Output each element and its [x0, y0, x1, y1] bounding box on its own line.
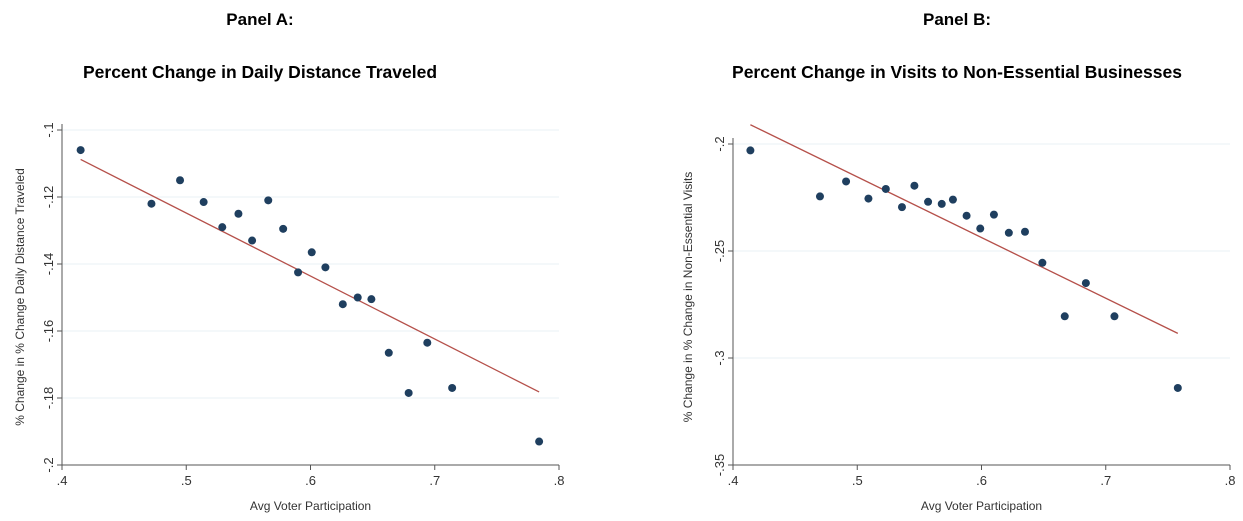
y-tick-label: -.12	[41, 186, 56, 208]
x-tick-label: .7	[1100, 473, 1111, 488]
scatter-point	[147, 199, 156, 208]
scatter-point	[1110, 312, 1119, 321]
scatter-point	[976, 224, 985, 233]
scatter-point	[338, 300, 347, 309]
panel-a-chart: -.2 -.18 -.16 -.14 -.12 -.1 .4 .5 .6 .7 .8 Avg Vote…	[13, 122, 564, 513]
scatter-point	[1081, 279, 1090, 288]
fit-line	[750, 124, 1179, 334]
scatter-point	[384, 348, 393, 357]
y-tick-label: -.25	[712, 240, 727, 262]
x-axis-label: Avg Voter Participation	[250, 499, 371, 513]
scatter-point	[218, 223, 227, 232]
scatter-point	[1020, 227, 1029, 236]
scatter-point	[924, 197, 933, 206]
scatter-point	[1173, 383, 1182, 392]
y-tick-label: -.18	[41, 387, 56, 409]
x-tick-label: .6	[305, 473, 316, 488]
scatter-point	[76, 146, 85, 155]
x-tick-label: .6	[976, 473, 987, 488]
y-tick-label: -.2	[712, 136, 727, 151]
scatter-point	[937, 199, 946, 208]
scatter-point	[864, 194, 873, 203]
y-axis-label: % Change in % Change in Non-Essential Vi…	[681, 172, 695, 423]
x-tick-label: .4	[57, 473, 68, 488]
scatter-point	[264, 196, 273, 205]
y-tick-label: -.3	[712, 350, 727, 365]
scatter-point	[199, 198, 208, 207]
scatter-point	[234, 209, 243, 218]
scatter-point	[176, 176, 185, 185]
y-tick-label: -.2	[41, 457, 56, 472]
x-tick-label: .8	[554, 473, 565, 488]
scatter-point	[535, 437, 544, 446]
panel-a-label: Panel A:	[226, 10, 294, 29]
scatter-point	[897, 203, 906, 212]
scatter-point	[448, 383, 457, 392]
y-tick-label: -.35	[712, 454, 727, 476]
fit-line	[80, 158, 540, 393]
scatter-point	[962, 211, 971, 220]
panel-a-title: Percent Change in Daily Distance Travele…	[82, 62, 438, 82]
scatter-point	[248, 236, 257, 245]
panel-b-title: Percent Change in Visits to Non-Essentia…	[732, 62, 1182, 82]
scatter-point	[404, 388, 413, 397]
panel-b-label: Panel B:	[922, 10, 992, 29]
x-axis-label: Avg Voter Participation	[921, 499, 1042, 513]
scatter-point	[842, 177, 851, 186]
scatter-point	[1038, 258, 1047, 267]
x-tick-label: .8	[1225, 473, 1236, 488]
scatter-point	[1004, 228, 1013, 237]
scatter-point	[279, 224, 288, 233]
x-tick-label: .4	[728, 473, 739, 488]
x-tick-label: .7	[429, 473, 440, 488]
scatter-point	[910, 181, 919, 190]
panel-b-chart: -.35 -.3 -.25 -.2 .4 .5 .6 .7 .8 Avg Voter Partic…	[681, 124, 1236, 513]
y-tick-label: -.1	[41, 122, 56, 137]
scatter-point	[948, 195, 957, 204]
x-tick-label: .5	[181, 473, 192, 488]
scatter-point	[815, 192, 824, 201]
scatter-point	[367, 295, 376, 304]
y-tick-label: -.16	[41, 320, 56, 342]
scatter-point	[353, 293, 362, 302]
scatter-point	[423, 338, 432, 347]
y-axis-label: % Change in % Change Daily Distance Trav…	[13, 168, 27, 425]
scatter-point	[881, 184, 890, 193]
x-tick-label: .5	[852, 473, 863, 488]
scatter-point	[321, 263, 330, 272]
scatter-point	[307, 248, 316, 257]
y-tick-label: -.14	[41, 253, 56, 275]
scatter-point	[989, 210, 998, 219]
scatter-point	[746, 146, 755, 155]
scatter-point	[294, 268, 303, 277]
scatter-point	[1060, 312, 1069, 321]
